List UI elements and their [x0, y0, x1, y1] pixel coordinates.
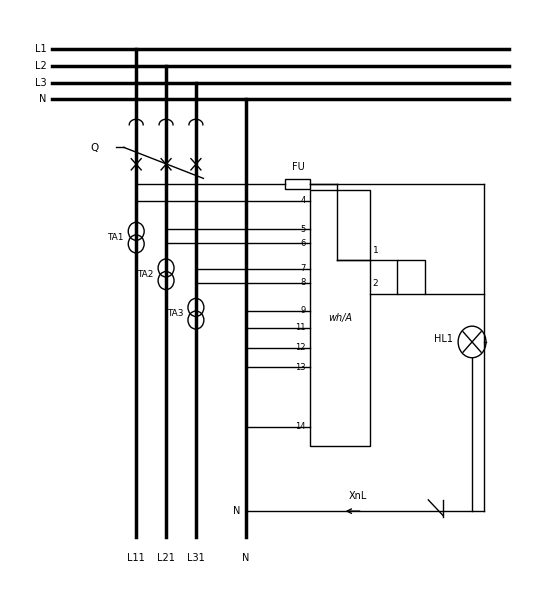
Text: 5: 5: [300, 224, 305, 233]
Text: L2: L2: [35, 61, 47, 71]
Text: 7: 7: [300, 264, 305, 273]
Text: wh/A: wh/A: [328, 313, 352, 323]
Text: L31: L31: [187, 553, 205, 563]
Text: 8: 8: [300, 278, 305, 287]
Text: 14: 14: [295, 422, 305, 431]
Text: N: N: [242, 553, 249, 563]
Text: XnL: XnL: [348, 491, 367, 501]
Text: N: N: [39, 94, 47, 104]
Text: 11: 11: [295, 323, 305, 332]
Text: TA3: TA3: [167, 309, 184, 318]
Bar: [286, 179, 310, 189]
Text: Q: Q: [90, 143, 99, 154]
Text: TA2: TA2: [137, 270, 154, 279]
Text: L11: L11: [127, 553, 145, 563]
Text: 13: 13: [295, 363, 305, 372]
Text: 9: 9: [300, 307, 305, 316]
Circle shape: [458, 326, 486, 358]
Text: 6: 6: [300, 239, 305, 248]
Text: 2: 2: [372, 280, 378, 289]
Text: N: N: [233, 506, 241, 516]
Text: 4: 4: [300, 196, 305, 205]
Bar: [398, 260, 425, 294]
Text: L21: L21: [157, 553, 175, 563]
Text: 1: 1: [372, 245, 378, 254]
Text: FU: FU: [292, 161, 304, 172]
Bar: [310, 190, 370, 446]
Text: 12: 12: [295, 343, 305, 352]
Text: TA1: TA1: [108, 233, 124, 242]
Text: L1: L1: [35, 44, 47, 53]
Text: HL1: HL1: [434, 334, 453, 344]
Text: L3: L3: [35, 77, 47, 88]
